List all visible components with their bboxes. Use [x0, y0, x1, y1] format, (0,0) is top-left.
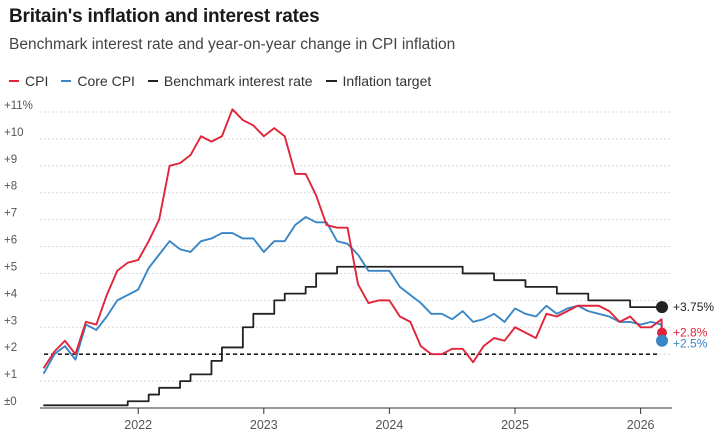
x-axis-ticks: 2022 2023 2024 2025 2026 [124, 408, 655, 432]
legend-label-benchmark-rate: Benchmark interest rate [163, 73, 313, 89]
end-marker-cpi [657, 327, 667, 338]
y-tick-label: +8 [4, 181, 17, 193]
end-marker-benchmark-interest-rate [656, 301, 668, 314]
series-cpi [43, 108, 663, 369]
legend: CPI Core CPI Benchmark interest rate Inf… [9, 72, 444, 90]
legend-label-cpi: CPI [25, 73, 49, 89]
end-marker-core-cpi [656, 334, 668, 347]
legend-swatch-benchmark-rate [147, 80, 158, 82]
end-label-cpi: +2.8% [673, 326, 708, 340]
series-benchmark-interest-rate [43, 265, 663, 407]
legend-label-inflation-target: Inflation target [342, 73, 432, 89]
y-axis-ticks: ±0 +1 +2 +3 +4 +5 +6 +7 +8 +9 +10 +11% [4, 100, 33, 408]
legend-item-core-cpi: Core CPI [61, 73, 135, 89]
legend-swatch-cpi [9, 80, 19, 82]
x-tick-label: 2024 [375, 418, 403, 432]
series-lines [43, 108, 663, 407]
y-tick-label: +7 [4, 208, 17, 220]
y-tick-label: +5 [4, 261, 17, 273]
y-tick-label: +3 [4, 315, 17, 327]
y-tick-label: +6 [4, 235, 17, 247]
chart-title: Britain's inflation and interest rates [9, 6, 320, 27]
y-tick-label: +9 [4, 154, 17, 166]
x-tick-label: 2023 [250, 418, 278, 432]
legend-label-core-cpi: Core CPI [77, 73, 135, 89]
x-tick-label: 2025 [501, 418, 529, 432]
y-tick-label: ±0 [4, 396, 17, 408]
y-tick-label: +4 [4, 288, 18, 300]
legend-swatch-inflation-target [325, 80, 337, 82]
series-core-cpi [43, 215, 663, 374]
y-tick-label: +2 [4, 342, 17, 354]
x-tick-label: 2022 [124, 418, 152, 432]
end-markers: +3.75% +2.8%+2.5% [656, 300, 714, 351]
chart-subtitle: Benchmark interest rate and year-on-year… [9, 36, 456, 53]
x-tick-label: 2026 [627, 418, 655, 432]
legend-item-benchmark-rate: Benchmark interest rate [147, 73, 313, 89]
legend-item-cpi: CPI [9, 73, 48, 89]
y-tick-label: +1 [4, 369, 17, 381]
end-label-core-cpi: +2.5% [673, 337, 708, 351]
legend-item-inflation-target: Inflation target [325, 73, 432, 89]
y-tick-label: +10 [4, 127, 24, 139]
legend-swatch-core-cpi [61, 80, 72, 82]
y-tick-label: +11% [4, 100, 33, 112]
end-label-benchmark-interest-rate: +3.75% [673, 300, 714, 314]
